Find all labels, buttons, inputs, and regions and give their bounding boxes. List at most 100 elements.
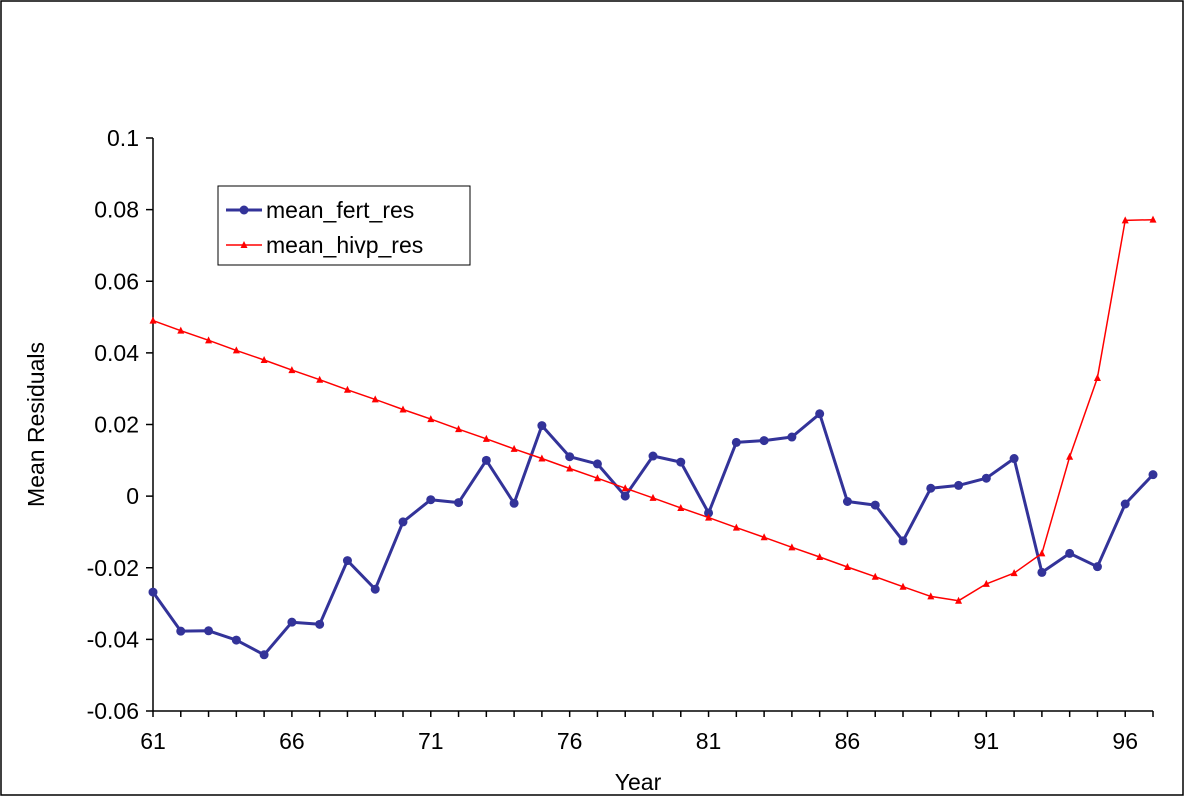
data-point-mean-fert-res [898,536,908,546]
data-point-mean-fert-res [231,635,241,645]
data-point-mean-fert-res [787,432,797,442]
data-point-mean-hivp-res [593,474,601,482]
data-point-mean-hivp-res [232,346,240,354]
data-point-mean-hivp-res [816,553,824,561]
data-point-mean-hivp-res [899,582,907,590]
data-point-mean-fert-res [565,452,575,462]
legend-swatch-hivp-marker [240,241,248,248]
data-point-mean-hivp-res [316,375,324,383]
data-point-mean-hivp-res [732,523,740,531]
data-point-mean-hivp-res [1066,452,1074,460]
data-point-mean-fert-res [1092,562,1102,572]
legend-box [217,185,471,266]
x-tick-label: 81 [696,728,722,754]
data-point-mean-hivp-res [399,405,407,413]
legend-label-hivp: mean_hivp_res [266,232,423,258]
data-point-mean-fert-res [204,626,214,636]
data-point-mean-hivp-res [538,454,546,462]
x-tick-label: 86 [835,728,861,754]
data-point-mean-fert-res [148,587,158,597]
data-point-mean-hivp-res [621,484,629,492]
data-point-mean-hivp-res [760,533,768,541]
plot-area: -0.06 -0.04 -0.02 0 0.02 0.04 0.06 0.08 0.1 61 66 7… [87,125,1158,754]
data-point-mean-fert-res [1065,548,1075,558]
data-point-mean-fert-res [1009,454,1019,464]
data-point-mean-fert-res [454,498,464,508]
y-axis-title: Mean Residuals [23,342,49,507]
data-point-mean-fert-res [1037,567,1047,577]
x-tick-label: 96 [1112,728,1138,754]
y-tick-label: 0 [126,483,139,509]
data-point-mean-fert-res [370,584,380,594]
y-tick-label: 0.02 [94,412,139,438]
x-tick-label: 91 [974,728,1000,754]
data-point-mean-hivp-res [871,572,879,580]
data-point-mean-hivp-res [955,596,963,604]
legend: mean_fert_res mean_hivp_res [217,185,471,266]
data-point-mean-fert-res [176,626,186,636]
data-point-mean-hivp-res [510,444,518,452]
data-point-mean-hivp-res [455,425,463,433]
data-point-mean-hivp-res [1010,569,1018,577]
data-point-mean-hivp-res [677,503,685,511]
data-point-mean-hivp-res [149,316,157,324]
data-point-mean-fert-res [398,517,408,527]
data-point-mean-fert-res [287,617,297,627]
data-point-mean-fert-res [315,619,325,629]
y-tick-label: 0.1 [107,125,139,151]
data-point-mean-fert-res [481,455,491,465]
y-tick-label: -0.04 [87,626,140,652]
data-point-mean-fert-res [704,508,714,518]
data-point-mean-fert-res [981,473,991,483]
data-point-mean-fert-res [259,650,269,660]
data-point-mean-hivp-res [288,366,296,374]
data-point-mean-hivp-res [927,592,935,600]
data-point-mean-fert-res [759,436,769,446]
data-point-mean-hivp-res [1093,373,1101,381]
x-tick-label: 61 [140,728,166,754]
data-point-mean-fert-res [537,421,547,431]
data-point-mean-hivp-res [371,395,379,403]
data-point-mean-fert-res [842,496,852,506]
data-point-mean-fert-res [620,491,630,501]
y-tick-label: -0.06 [87,698,139,724]
data-point-mean-fert-res [509,498,519,508]
x-tick-label: 71 [418,728,444,754]
data-point-mean-fert-res [1148,470,1158,480]
y-tick-label: 0.04 [94,340,139,366]
legend-label-fert: mean_fert_res [266,197,414,223]
data-point-mean-hivp-res [566,464,574,472]
data-point-mean-hivp-res [177,326,185,334]
data-point-mean-fert-res [648,451,658,461]
data-point-mean-hivp-res [843,563,851,571]
data-point-mean-hivp-res [982,579,990,587]
data-point-mean-fert-res [1120,499,1130,509]
data-point-mean-hivp-res [705,513,713,521]
legend-swatch-fert-marker [239,205,249,215]
y-tick-label: -0.02 [87,555,139,581]
data-point-mean-hivp-res [788,543,796,551]
data-point-mean-fert-res [815,409,825,419]
data-point-mean-fert-res [731,437,741,447]
data-point-mean-hivp-res [649,493,657,501]
data-point-mean-fert-res [592,459,602,469]
data-point-mean-hivp-res [427,415,435,423]
data-point-mean-fert-res [870,500,880,510]
y-tick-label: 0.08 [94,197,139,223]
data-point-mean-fert-res [342,556,352,566]
data-point-mean-hivp-res [1149,215,1157,223]
data-point-mean-hivp-res [260,356,268,364]
x-axis-title: Year [615,769,662,795]
data-point-mean-hivp-res [1121,216,1129,224]
y-tick-label: 0.06 [94,268,139,294]
x-tick-label: 66 [279,728,305,754]
data-point-mean-hivp-res [482,434,490,442]
x-tick-label: 76 [557,728,583,754]
data-point-mean-fert-res [676,457,686,467]
data-point-mean-hivp-res [205,336,213,344]
data-point-mean-fert-res [426,495,436,505]
data-point-mean-hivp-res [1038,549,1046,557]
